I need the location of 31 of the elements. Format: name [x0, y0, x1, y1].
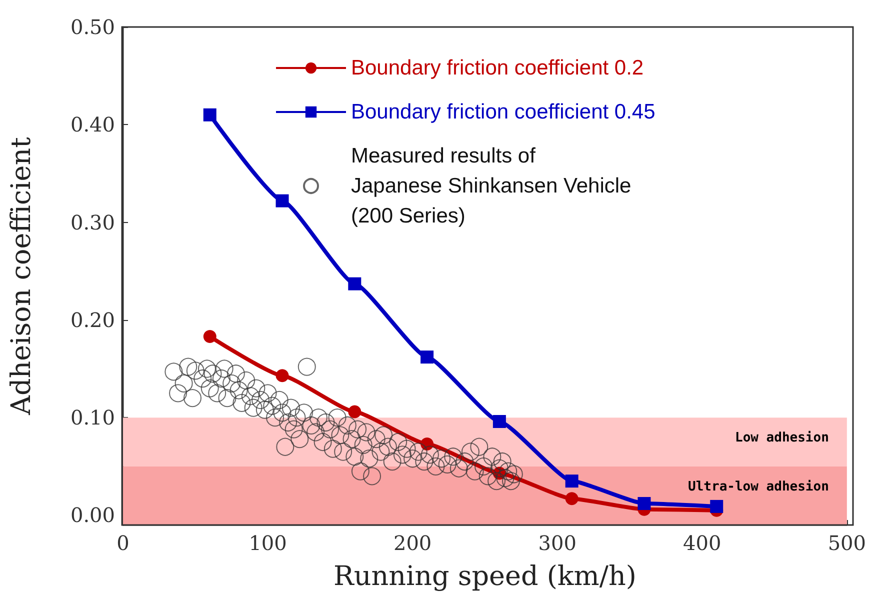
point: [276, 369, 289, 382]
point: [492, 414, 506, 428]
y-tick-label: 0.40: [70, 112, 115, 137]
point: [203, 108, 216, 122]
x-tick-label: 200: [393, 531, 432, 555]
x-tick-label: 500: [828, 531, 866, 555]
point: [420, 350, 434, 364]
x-axis-title: Running speed (km/h): [334, 561, 636, 592]
point: [565, 474, 578, 488]
point: [348, 405, 362, 418]
point: [638, 497, 651, 510]
legend-label: Boundary friction coefficient 0.45: [351, 100, 656, 124]
y-tick-label: 0.50: [70, 15, 115, 39]
point: [348, 277, 362, 290]
point: [565, 492, 578, 506]
point: [276, 194, 289, 208]
band-label: Ultra-low adhesion: [688, 479, 829, 494]
x-tick-label: 300: [538, 531, 576, 555]
point: [203, 330, 216, 344]
point: [710, 500, 724, 513]
x-tick-label: 100: [248, 531, 287, 555]
y-tick-label: 0.20: [70, 308, 115, 332]
y-axis-title: Adheison coefficient: [6, 136, 37, 416]
x-tick-label: 0: [116, 531, 130, 555]
y-tick-label: 0.10: [70, 406, 115, 430]
legend-label: Measured results of Japanese Shinkansen Vehicle (200 Series): [351, 144, 632, 228]
band-label: Low adhesion: [734, 430, 829, 446]
y-tick-label: 0.00: [70, 503, 115, 528]
x-tick-label: 400: [683, 531, 722, 555]
legend-label: Boundary friction coefficient 0.2: [351, 56, 644, 80]
y-tick-label: 0.30: [70, 210, 115, 234]
